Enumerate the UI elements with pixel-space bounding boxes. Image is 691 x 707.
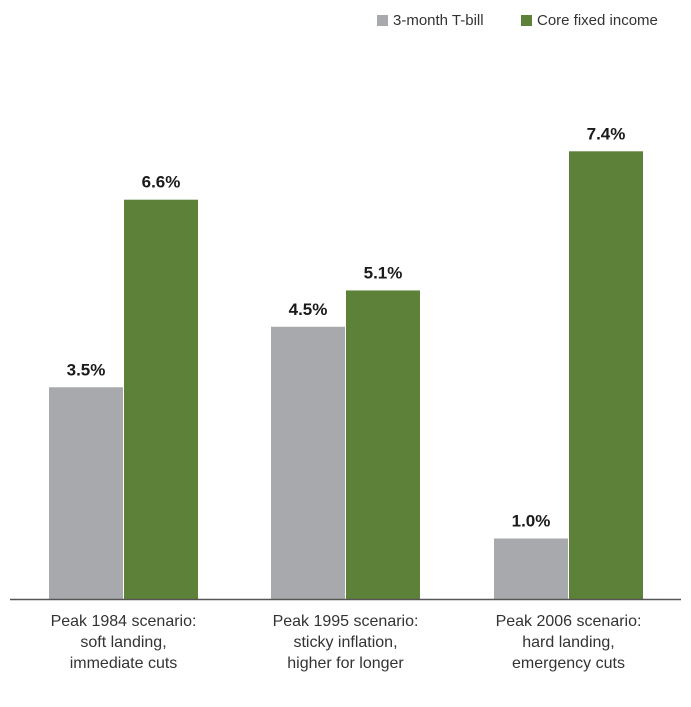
legend-swatch-1 <box>377 15 388 26</box>
category-label-2-line-1: Peak 1995 scenario: <box>273 613 419 630</box>
category-label-2: Peak 1995 scenario: sticky inflation, high… <box>273 613 419 672</box>
category-label-1: Peak 1984 scenario: soft landing, immediat… <box>51 613 197 672</box>
bars-group <box>49 151 643 600</box>
bar-1-2 <box>124 199 198 599</box>
category-label-1-line-3: immediate cuts <box>70 655 178 672</box>
category-label-1-line-1: Peak 1984 scenario: <box>51 613 197 630</box>
value-labels-group: 3.5% 6.6% 4.5% 5.1% 1.0% 7.4% <box>67 124 626 530</box>
data-label-1-2: 6.6% <box>142 173 181 192</box>
bar-1-1 <box>49 387 123 599</box>
category-label-2-line-2: sticky inflation, <box>293 634 397 651</box>
legend-swatch-2 <box>521 15 532 26</box>
category-label-3-line-2: hard landing, <box>522 634 615 651</box>
category-labels-group: Peak 1984 scenario: soft landing, immediat… <box>51 613 642 672</box>
legend-label-1: 3-month T-bill <box>393 12 484 29</box>
bar-3-2 <box>569 151 643 600</box>
category-label-3: Peak 2006 scenario: hard landing, emergenc… <box>496 613 642 672</box>
legend-label-2: Core fixed income <box>537 12 658 29</box>
data-label-2-1: 4.5% <box>289 300 328 319</box>
category-label-3-line-3: emergency cuts <box>512 655 625 672</box>
data-label-2-2: 5.1% <box>364 263 403 282</box>
category-label-3-line-1: Peak 2006 scenario: <box>496 613 642 630</box>
category-label-2-line-3: higher for longer <box>287 655 404 672</box>
category-label-1-line-2: soft landing, <box>80 634 166 651</box>
data-label-1-1: 3.5% <box>67 360 106 379</box>
bar-3-1 <box>494 538 568 599</box>
bar-2-1 <box>271 326 345 599</box>
bar-2-2 <box>346 290 420 599</box>
legend: 3-month T-bill Core fixed income <box>377 12 658 29</box>
data-label-3-1: 1.0% <box>512 512 551 531</box>
data-label-3-2: 7.4% <box>587 124 626 143</box>
